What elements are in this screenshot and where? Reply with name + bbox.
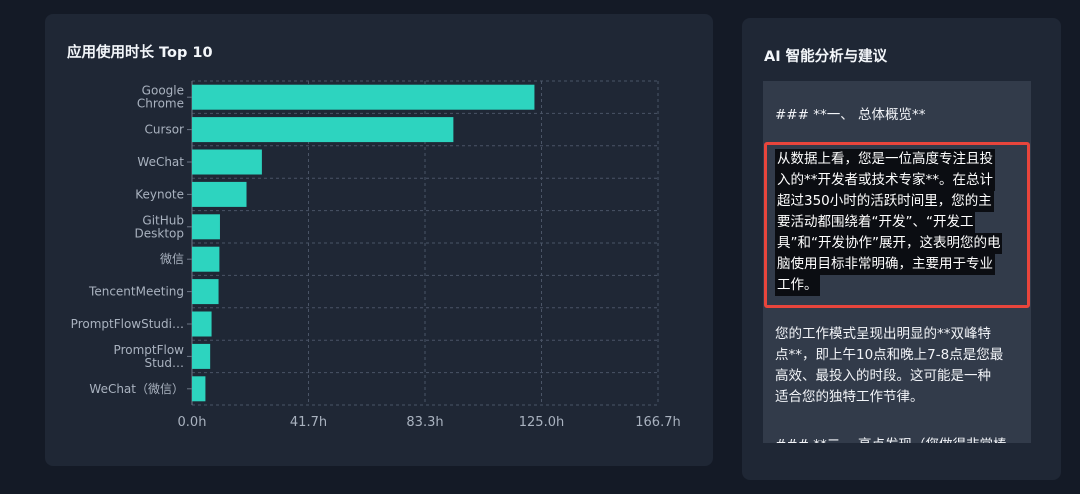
y-tick-label: GitHub: [142, 213, 184, 227]
y-tick-label: WeChat（微信）: [89, 382, 184, 396]
highlight-line: 超过350小时的活跃时间里，您的主: [775, 191, 994, 212]
x-tick-label: 83.3h: [406, 415, 443, 430]
y-tick-label: Google: [142, 84, 184, 98]
bar: [192, 311, 212, 337]
paragraph2-line: 适合您的独特工作节律。: [775, 389, 924, 405]
chart-title: 应用使用时长 Top 10: [67, 45, 213, 61]
y-tick-label: 微信: [160, 252, 184, 266]
highlight-line: 具”和“开发协作”展开，这表明您的电: [775, 233, 1003, 254]
paragraph2-line: 高效、最投入的时段。这可能是一种: [775, 368, 991, 384]
paragraph2-line: 您的工作模式呈现出明显的**双峰特: [775, 326, 991, 342]
highlight-line: 要活动都围绕着“开发”、“开发工: [775, 212, 976, 233]
y-tick-label: Stud…: [144, 356, 184, 370]
selection-highlight-box: [764, 142, 1030, 308]
y-tick-label: WeChat: [137, 155, 184, 169]
y-tick-label: Cursor: [145, 123, 185, 137]
highlight-line: 入的**开发者或技术专家**。在总计: [775, 170, 995, 191]
highlight-line: 工作。: [775, 275, 820, 296]
highlight-line: 从数据上看，您是一位高度专注且投: [775, 149, 995, 170]
bar: [192, 343, 211, 369]
section-heading-highlights: ### **二、 亮点发现（您做得非常棒: [775, 435, 1019, 443]
bar: [192, 246, 220, 272]
bar: [192, 214, 220, 240]
y-tick-label: TencentMeeting: [88, 285, 184, 299]
work-pattern-paragraph: 您的工作模式呈现出明显的**双峰特 点**，即上午10点和晚上7-8点是您最 高效、…: [775, 324, 1019, 408]
x-tick-label: 41.7h: [290, 415, 327, 430]
bar: [192, 84, 535, 110]
bar: [192, 181, 247, 207]
y-tick-label: PromptFlowStudi…: [71, 317, 184, 331]
bar: [192, 117, 454, 143]
highlighted-paragraph: 从数据上看，您是一位高度专注且投 入的**开发者或技术专家**。在总计 超过350小…: [775, 149, 1019, 296]
bar: [192, 376, 206, 402]
x-tick-label: 0.0h: [178, 415, 207, 430]
x-tick-label: 166.7h: [635, 415, 680, 430]
y-tick-label: Chrome: [137, 97, 184, 111]
ai-analysis-card: AI 智能分析与建议 ### **一、 总体概览** 从数据上看，您是一位高度专…: [742, 18, 1061, 480]
bar: [192, 149, 262, 175]
x-tick-label: 125.0h: [519, 415, 564, 430]
paragraph2-line: 点**，即上午10点和晚上7-8点是您最: [775, 347, 1004, 363]
y-tick-label: Desktop: [135, 226, 185, 240]
section-heading-overview: ### **一、 总体概览**: [775, 107, 926, 123]
ai-card-title: AI 智能分析与建议: [764, 49, 888, 65]
y-tick-label: Keynote: [135, 187, 184, 201]
y-tick-label: PromptFlow: [114, 343, 185, 357]
highlight-line: 脑使用目标非常明确，主要用于专业: [775, 254, 995, 275]
bar: [192, 279, 219, 305]
ai-analysis-scroll-panel[interactable]: ### **一、 总体概览** 从数据上看，您是一位高度专注且投 入的**开发者或…: [763, 81, 1031, 443]
chart-card: 应用使用时长 Top 10 0.0h 41.7h 83.3h 125.0h 166.7h…: [45, 14, 713, 466]
